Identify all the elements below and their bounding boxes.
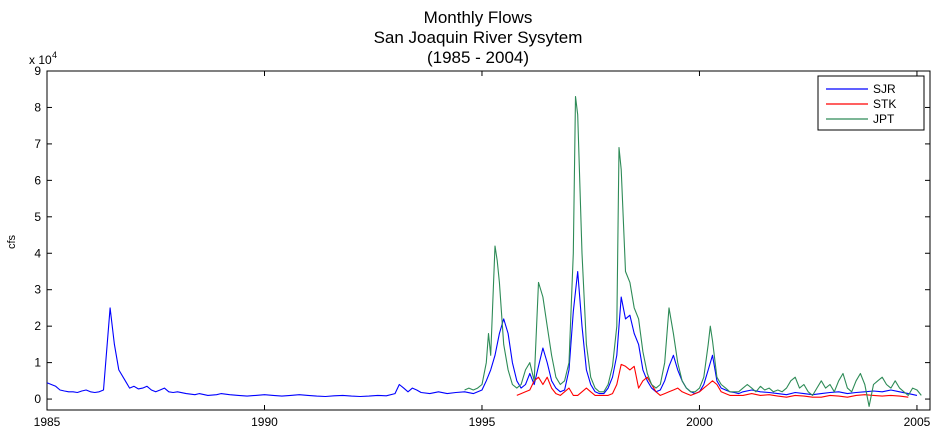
y-tick-label: 3 — [34, 283, 41, 297]
x-tick-label: 1990 — [251, 415, 278, 429]
y-axis-multiplier-base: x 10 — [29, 53, 52, 67]
chart-title: Monthly Flows San Joaquin River Sysytem … — [374, 8, 583, 67]
series-layer — [46, 95, 922, 407]
y-tick-label: 2 — [34, 319, 41, 333]
y-tick-label: 9 — [34, 64, 41, 78]
axis-ticks: 1985 1990 1995 2000 2005 0 1 2 3 4 5 6 7 8 9 — [34, 64, 931, 429]
chart-title-line-2: San Joaquin River Sysytem — [374, 28, 583, 47]
legend-box — [817, 75, 925, 131]
y-axis-label: cfs — [6, 234, 18, 249]
y-tick-label: 4 — [34, 246, 41, 260]
y-tick-label: 1 — [34, 356, 41, 370]
series-line-sjr — [46, 270, 918, 398]
y-axis-multiplier-power: 4 — [52, 50, 57, 60]
plot-area — [46, 70, 931, 411]
y-tick-label: 6 — [34, 173, 41, 187]
chart-title-line-3: (1985 - 2004) — [427, 48, 529, 67]
series-line-stk — [516, 363, 909, 398]
y-tick-label: 8 — [34, 100, 41, 114]
x-tick-label: 1995 — [469, 415, 496, 429]
x-tick-label: 2005 — [904, 415, 931, 429]
y-tick-label: 0 — [34, 392, 41, 406]
legend-label-stk: STK — [873, 97, 896, 111]
chart-title-line-1: Monthly Flows — [424, 8, 533, 27]
series-line-jpt — [464, 95, 922, 407]
y-axis-multiplier: x 10 4 — [29, 50, 57, 67]
y-tick-label: 5 — [34, 210, 41, 224]
y-tick-label: 7 — [34, 137, 41, 151]
x-tick-label: 2000 — [686, 415, 713, 429]
x-tick-label: 1985 — [34, 415, 61, 429]
legend-label-sjr: SJR — [873, 82, 896, 96]
legend-label-jpt: JPT — [873, 112, 895, 126]
